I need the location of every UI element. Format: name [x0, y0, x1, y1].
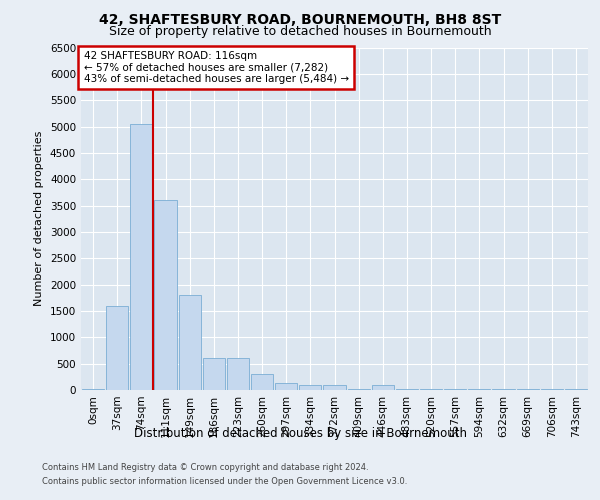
- Bar: [251, 374, 273, 390]
- Text: Distribution of detached houses by size in Bournemouth: Distribution of detached houses by size …: [133, 428, 467, 440]
- Text: Size of property relative to detached houses in Bournemouth: Size of property relative to detached ho…: [109, 25, 491, 38]
- Bar: [323, 384, 346, 390]
- Bar: [347, 389, 370, 390]
- Bar: [396, 389, 418, 390]
- Bar: [130, 124, 152, 390]
- Bar: [275, 383, 298, 390]
- Bar: [371, 384, 394, 390]
- Text: Contains HM Land Registry data © Crown copyright and database right 2024.: Contains HM Land Registry data © Crown c…: [42, 462, 368, 471]
- Bar: [154, 200, 176, 390]
- Bar: [203, 358, 225, 390]
- Text: 42 SHAFTESBURY ROAD: 116sqm
← 57% of detached houses are smaller (7,282)
43% of : 42 SHAFTESBURY ROAD: 116sqm ← 57% of det…: [83, 51, 349, 84]
- Bar: [179, 295, 201, 390]
- Bar: [541, 389, 563, 390]
- Bar: [493, 389, 515, 390]
- Bar: [82, 389, 104, 390]
- Bar: [565, 389, 587, 390]
- Bar: [444, 389, 466, 390]
- Bar: [227, 358, 249, 390]
- Y-axis label: Number of detached properties: Number of detached properties: [34, 131, 44, 306]
- Text: 42, SHAFTESBURY ROAD, BOURNEMOUTH, BH8 8ST: 42, SHAFTESBURY ROAD, BOURNEMOUTH, BH8 8…: [99, 12, 501, 26]
- Bar: [517, 389, 539, 390]
- Bar: [468, 389, 490, 390]
- Bar: [106, 306, 128, 390]
- Text: Contains public sector information licensed under the Open Government Licence v3: Contains public sector information licen…: [42, 478, 407, 486]
- Bar: [299, 384, 322, 390]
- Bar: [420, 389, 442, 390]
